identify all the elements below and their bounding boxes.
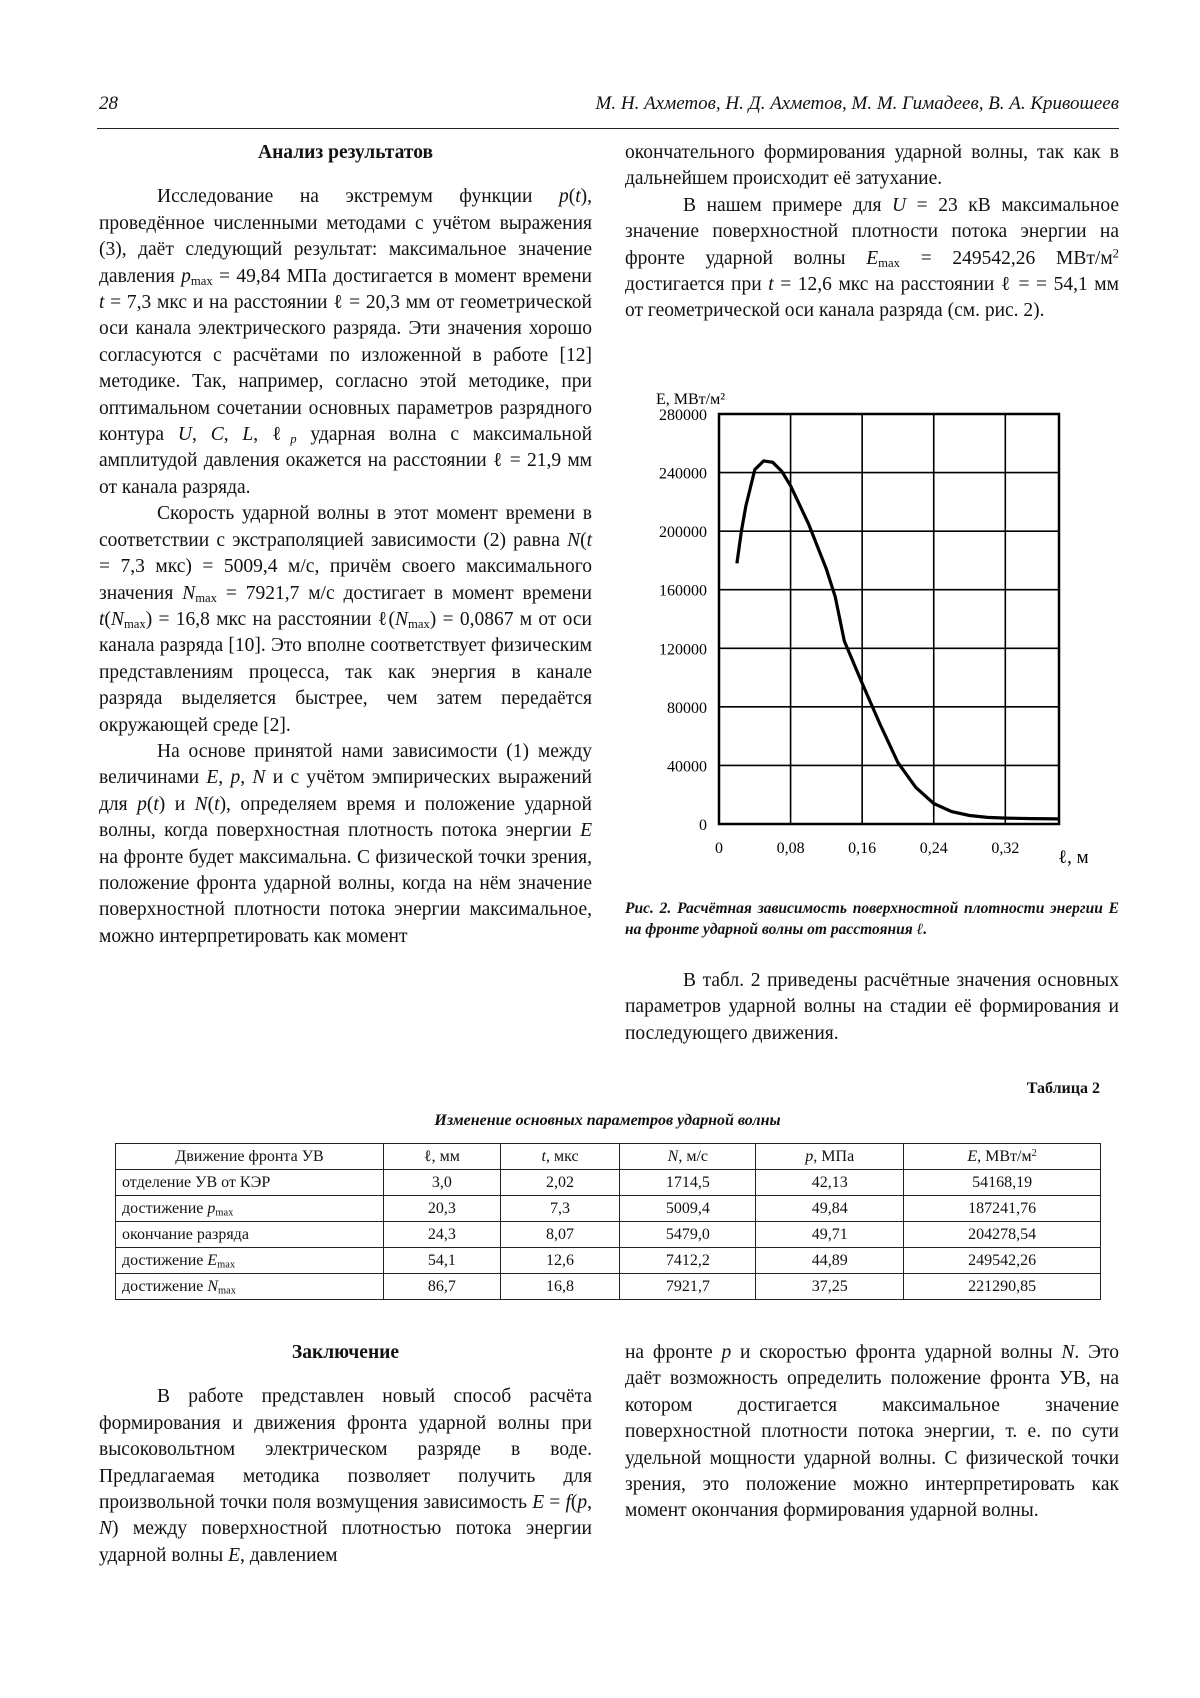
y-tick-label: 120000 xyxy=(659,641,707,658)
table-cell: отделение УВ от КЭР xyxy=(116,1170,384,1196)
table-cell: 54,1 xyxy=(384,1248,501,1274)
y-tick-label: 0 xyxy=(699,817,707,834)
x-axis-label: ℓ, м xyxy=(1058,847,1089,868)
table-cell: 5479,0 xyxy=(620,1222,756,1248)
paragraph: окончательного формирования ударной волн… xyxy=(625,140,1119,193)
right-column: окончательного формирования ударной волн… xyxy=(625,140,1119,325)
table-cell: 221290,85 xyxy=(904,1274,1101,1300)
table-cell: 204278,54 xyxy=(904,1222,1101,1248)
table-cell: 24,3 xyxy=(384,1222,501,1248)
conclusion-left: Заключение В работе представлен новый сп… xyxy=(99,1340,592,1569)
y-tick-label: 80000 xyxy=(667,700,707,717)
left-column: Анализ результатов Исследование на экстр… xyxy=(99,140,592,950)
paragraph: В табл. 2 приведены расчётные значения о… xyxy=(625,968,1119,1047)
table-row: достижение Nmax86,716,87921,737,25221290… xyxy=(116,1274,1101,1300)
table-cell: окончание разряда xyxy=(116,1222,384,1248)
paragraph: На основе принятой нами зависимости (1) … xyxy=(99,739,592,950)
table-cell: 86,7 xyxy=(384,1274,501,1300)
table-cell: достижение Emax xyxy=(116,1248,384,1274)
y-tick-label: 200000 xyxy=(659,524,707,541)
right-column-after-figure: В табл. 2 приведены расчётные значения о… xyxy=(625,968,1119,1047)
table-cell: 8,07 xyxy=(500,1222,620,1248)
table-cell: 249542,26 xyxy=(904,1248,1101,1274)
table-row: отделение УВ от КЭР3,02,021714,542,13541… xyxy=(116,1170,1101,1196)
table-cell: 12,6 xyxy=(500,1248,620,1274)
table-cell: 42,13 xyxy=(756,1170,904,1196)
paragraph: на фронте p и скоростью фронта ударной в… xyxy=(625,1340,1119,1525)
x-tick-label: 0 xyxy=(715,840,723,857)
table-cell: 37,25 xyxy=(756,1274,904,1300)
table-cell: 3,0 xyxy=(384,1170,501,1196)
figure-caption: Рис. 2. Расчётная зависимость поверхност… xyxy=(625,898,1119,940)
x-tick-label: 0,08 xyxy=(777,840,805,857)
table-cell: 44,89 xyxy=(756,1248,904,1274)
paragraph: Скорость ударной волны в этот момент вре… xyxy=(99,501,592,739)
paragraph: В нашем примере для U = 23 кВ максимальн… xyxy=(625,193,1119,325)
table-header-cell: p, МПа xyxy=(756,1144,904,1170)
table-cell: 16,8 xyxy=(500,1274,620,1300)
paragraph: В работе представлен новый способ расчёт… xyxy=(99,1384,592,1569)
table-row: окончание разряда24,38,075479,049,712042… xyxy=(116,1222,1101,1248)
table-cell: 20,3 xyxy=(384,1196,501,1222)
table-cell: 5009,4 xyxy=(620,1196,756,1222)
table-cell: 7412,2 xyxy=(620,1248,756,1274)
y-axis-label: E, МВт/м² xyxy=(656,391,725,408)
section-title: Анализ результатов xyxy=(99,140,592,166)
paragraph: Исследование на экстремум функции p(t), … xyxy=(99,184,592,501)
table-header-cell: ℓ, мм xyxy=(384,1144,501,1170)
y-tick-label: 280000 xyxy=(659,407,707,424)
running-header-authors: М. Н. Ахметов, Н. Д. Ахметов, М. М. Гима… xyxy=(596,93,1119,115)
table-row: достижение pmax20,37,35009,449,84187241,… xyxy=(116,1196,1101,1222)
parameters-table: Движение фронта УВℓ, ммt, мксN, м/сp, МП… xyxy=(115,1143,1101,1300)
table-cell: 54168,19 xyxy=(904,1170,1101,1196)
table-cell: 49,84 xyxy=(756,1196,904,1222)
table-header-cell: Движение фронта УВ xyxy=(116,1144,384,1170)
table-header-cell: N, м/с xyxy=(620,1144,756,1170)
table-cell: достижение Nmax xyxy=(116,1274,384,1300)
x-tick-label: 0,24 xyxy=(920,840,948,857)
table-label: Таблица 2 xyxy=(1027,1080,1100,1098)
table-cell: 49,71 xyxy=(756,1222,904,1248)
table-caption: Изменение основных параметров ударной во… xyxy=(115,1112,1100,1130)
y-tick-label: 40000 xyxy=(667,758,707,775)
x-tick-label: 0,32 xyxy=(991,840,1019,857)
table-header-cell: E, МВт/м2 xyxy=(904,1144,1101,1170)
table-cell: 187241,76 xyxy=(904,1196,1101,1222)
table-header-row: Движение фронта УВℓ, ммt, мксN, м/сp, МП… xyxy=(116,1144,1101,1170)
table-cell: 1714,5 xyxy=(620,1170,756,1196)
chart-frame xyxy=(719,414,1059,824)
table-cell: 2,02 xyxy=(500,1170,620,1196)
table-header-cell: t, мкс xyxy=(500,1144,620,1170)
table-cell: достижение pmax xyxy=(116,1196,384,1222)
conclusion-title: Заключение xyxy=(99,1340,592,1366)
y-tick-label: 240000 xyxy=(659,466,707,483)
y-tick-label: 160000 xyxy=(659,583,707,600)
table-cell: 7921,7 xyxy=(620,1274,756,1300)
header-rule xyxy=(97,128,1119,129)
energy-density-chart: 0 40000 80000 120000 160000 200000 240000 28000… xyxy=(620,385,1120,885)
table-row: достижение Emax54,112,67412,244,89249542… xyxy=(116,1248,1101,1274)
chart-grid xyxy=(719,414,1059,824)
table-cell: 7,3 xyxy=(500,1196,620,1222)
x-tick-label: 0,16 xyxy=(848,840,876,857)
conclusion-right: на фронте p и скоростью фронта ударной в… xyxy=(625,1340,1119,1525)
page-number: 28 xyxy=(99,93,118,115)
